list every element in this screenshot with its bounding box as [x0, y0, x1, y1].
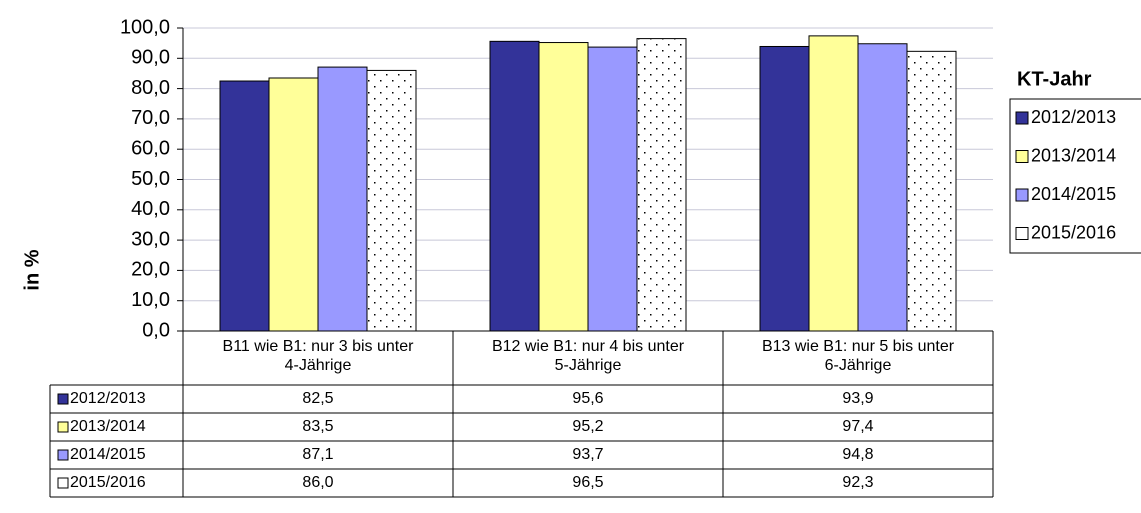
- legend-label: 2013/2014: [1031, 145, 1116, 165]
- bar: [317, 66, 368, 332]
- bar: [538, 42, 589, 332]
- y-tick-label: 10,0: [131, 289, 170, 311]
- table-value: 95,2: [572, 418, 603, 435]
- y-tick-label: 20,0: [131, 259, 170, 281]
- y-tick-label: 0,0: [142, 319, 170, 341]
- table-value: 87,1: [302, 446, 333, 463]
- bar: [808, 35, 859, 332]
- legend-label: 2012/2013: [1031, 107, 1116, 127]
- table-row-label: 2012/2013: [70, 390, 146, 407]
- x-tick-label: B13 wie B1: nur 5 bis unter 6-Jährige: [761, 338, 955, 374]
- y-tick-label: 70,0: [131, 107, 170, 129]
- y-tick-label: 90,0: [131, 47, 170, 69]
- y-axis-label: in %: [21, 249, 43, 290]
- y-tick-label: 100,0: [120, 16, 170, 38]
- table-legend-key: [57, 421, 69, 433]
- y-tick-label: 50,0: [131, 168, 170, 190]
- legend-box: [1009, 98, 1141, 254]
- bar: [906, 50, 957, 332]
- table-row-label: 2015/2016: [70, 474, 146, 491]
- table-row-label: 2014/2015: [70, 446, 146, 463]
- legend-key: [1015, 150, 1029, 163]
- bar: [489, 40, 540, 332]
- legend-label: 2014/2015: [1031, 184, 1116, 204]
- y-tick-label: 40,0: [131, 198, 170, 220]
- bar: [857, 43, 908, 332]
- table-legend-key: [57, 477, 69, 489]
- y-tick-label: 30,0: [131, 228, 170, 250]
- table-value: 94,8: [842, 446, 873, 463]
- table-value: 95,6: [572, 390, 603, 407]
- category-cell: B12 wie B1: nur 4 bis unter 5-Jährige: [491, 338, 685, 374]
- bar: [759, 45, 810, 332]
- table-value: 96,5: [572, 474, 603, 491]
- table-value: 93,7: [572, 446, 603, 463]
- x-tick-label: B11 wie B1: nur 3 bis unter 4-Jährige: [222, 338, 414, 374]
- bar: [366, 69, 417, 332]
- category-cell: B13 wie B1: nur 5 bis unter 6-Jährige: [761, 338, 955, 374]
- table-value: 86,0: [302, 474, 333, 491]
- legend-label: 2015/2016: [1031, 222, 1116, 242]
- table-legend-key: [57, 449, 69, 461]
- bar: [219, 80, 270, 332]
- table-value: 82,5: [302, 390, 333, 407]
- bar: [636, 38, 687, 332]
- y-tick-label: 60,0: [131, 137, 170, 159]
- x-tick-label: B12 wie B1: nur 4 bis unter 5-Jährige: [491, 338, 685, 374]
- table-value: 92,3: [842, 474, 873, 491]
- y-tick-label: 80,0: [131, 77, 170, 99]
- table-row-label: 2013/2014: [70, 418, 146, 435]
- bar: [268, 77, 319, 332]
- legend-key: [1015, 188, 1029, 202]
- legend-key: [1015, 111, 1029, 125]
- table-value: 83,5: [302, 418, 333, 435]
- legend-title: KT-Jahr: [1017, 68, 1092, 90]
- legend-key: [1015, 227, 1029, 240]
- table-value: 93,9: [842, 390, 873, 407]
- table-legend-key: [57, 393, 69, 405]
- bar: [587, 46, 638, 332]
- category-cell: B11 wie B1: nur 3 bis unter 4-Jährige: [222, 338, 414, 374]
- table-value: 97,4: [842, 418, 873, 435]
